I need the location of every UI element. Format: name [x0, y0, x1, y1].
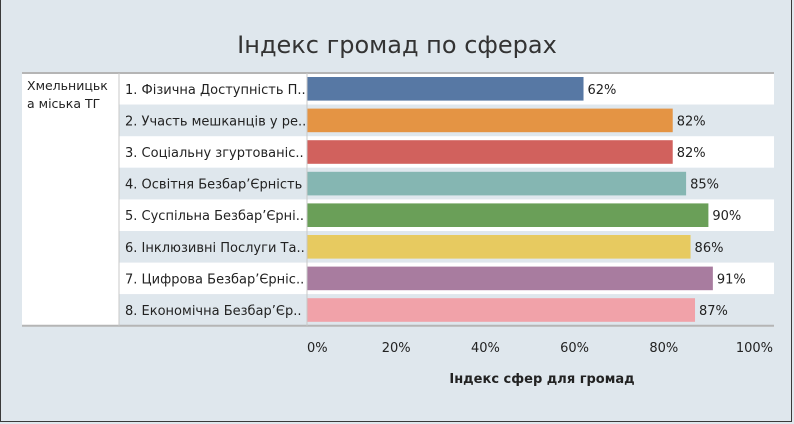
group-cell: [22, 73, 119, 326]
x-tick-label: 100%: [736, 341, 773, 356]
category-label: 4. Освітня Безбар’Єрність: [125, 178, 302, 193]
category-label: 5. Суспільна Безбар’Єрні..: [125, 209, 304, 224]
x-tick-label: 20%: [382, 341, 411, 356]
data-label: 85%: [690, 178, 719, 193]
bar: [307, 266, 713, 291]
data-label: 90%: [712, 209, 741, 224]
data-label: 86%: [695, 241, 724, 256]
x-tick-label: 60%: [560, 341, 589, 356]
bar: [307, 203, 709, 227]
bar: [307, 298, 696, 322]
data-label: 82%: [677, 146, 706, 161]
chart-title: Індекс громад по сферах: [237, 31, 557, 59]
data-label: 87%: [699, 304, 728, 319]
category-label: 6. Інклюзивні Послуги Та..: [125, 241, 305, 256]
category-label: 2. Участь мешканців у ре..: [125, 114, 306, 129]
bar: [307, 108, 673, 133]
data-label: 62%: [588, 83, 617, 98]
bar: [307, 235, 691, 259]
bar: [307, 140, 673, 164]
bar: [307, 77, 584, 101]
group-label: Хмельницьк: [27, 78, 108, 93]
category-label: 8. Економічна Безбар’Єр..: [125, 304, 302, 319]
x-axis-label: Індекс сфер для громад: [449, 372, 635, 387]
x-tick-label: 0%: [307, 341, 328, 356]
bar: [307, 171, 687, 196]
category-label: 7. Цифрова Безбар’Єрніс..: [125, 272, 304, 287]
category-label: 3. Соціальну згуртованіс..: [125, 146, 304, 161]
data-label: 91%: [717, 272, 746, 287]
x-tick-label: 80%: [649, 341, 678, 356]
group-label: а міська ТГ: [27, 96, 100, 111]
data-label: 82%: [677, 114, 706, 129]
x-tick-label: 40%: [471, 341, 500, 356]
category-label: 1. Фізична Доступність П..: [125, 83, 306, 98]
